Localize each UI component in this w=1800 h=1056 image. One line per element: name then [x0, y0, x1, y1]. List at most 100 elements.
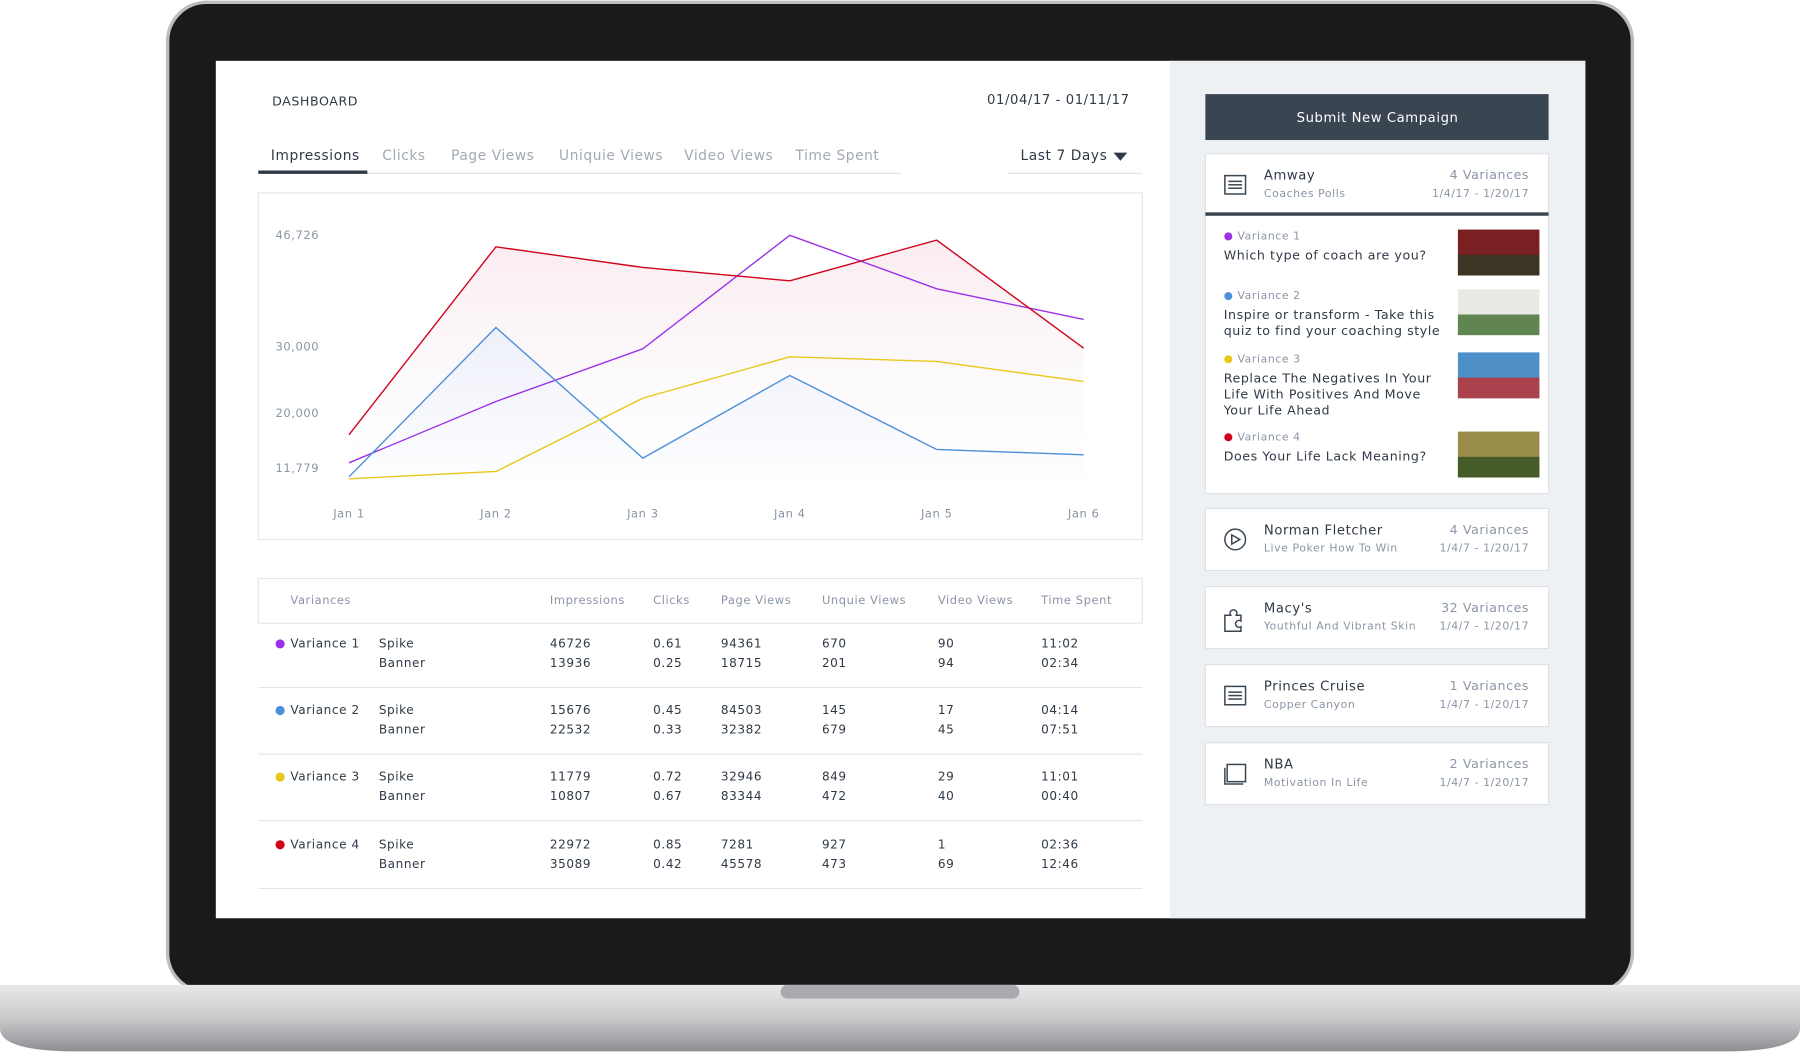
icon-part: [1224, 609, 1242, 633]
table-cell: 17: [938, 703, 954, 717]
table-cell: Banner: [379, 723, 426, 737]
table-cell: 1: [938, 837, 946, 851]
table-cell: 12:46: [1041, 857, 1079, 871]
table-cell: 32946: [721, 770, 762, 784]
table-cell: 11:02: [1041, 636, 1079, 650]
table-cell: 0.72: [653, 770, 682, 784]
campaign-name: Norman Fletcher: [1264, 523, 1383, 538]
table-cell: 35089: [550, 857, 591, 871]
table-cell: 22532: [550, 723, 591, 737]
table-cell: Spike: [379, 837, 414, 851]
dashboard-title: DASHBOARD: [272, 94, 358, 109]
variance-name: Variance 3: [290, 770, 359, 784]
thumbnail-shade: [1457, 314, 1540, 336]
table-cell: 15676: [550, 703, 591, 717]
series-line: [348, 326, 1084, 478]
table-header: Page Views: [721, 593, 791, 607]
table-cell: 18715: [721, 656, 762, 670]
campaign-card[interactable]: [1204, 585, 1550, 650]
table-cell: 69: [938, 857, 954, 871]
table-cell: Banner: [379, 656, 426, 670]
thumbnail-shade: [1457, 377, 1540, 399]
table-cell: 7281: [721, 837, 754, 851]
icon-part: [1226, 763, 1247, 783]
campaign-dates: 1/4/7 - 1/20/17: [1439, 776, 1529, 789]
table-cell: 670: [822, 636, 847, 650]
campaign-card[interactable]: [1204, 507, 1550, 572]
table-cell: 0.42: [653, 857, 682, 871]
table-cell: 94361: [721, 636, 762, 650]
campaign-variances: 1 Variances: [1450, 678, 1529, 693]
card-divider: [1205, 212, 1549, 216]
table-cell: 00:40: [1041, 789, 1079, 803]
campaign-icon: [1224, 174, 1247, 195]
table-header: Impressions: [550, 593, 625, 607]
variance-text: Inspire or transform - Take this: [1224, 307, 1435, 322]
campaign-subtitle: Live Poker How To Win: [1264, 542, 1398, 555]
campaign-name: Macy's: [1264, 601, 1312, 616]
variance-text: Life With Positives And Move: [1224, 386, 1421, 401]
tab[interactable]: Impressions: [271, 148, 360, 164]
campaign-variances: 4 Variances: [1450, 167, 1529, 182]
table-header: Time Spent: [1040, 593, 1112, 607]
dropdown-arrow[interactable]: [1113, 152, 1128, 161]
notch: [780, 984, 1020, 999]
tab[interactable]: Time Spent: [795, 148, 880, 164]
variance-dot: [1224, 292, 1233, 301]
table-cell: 11779: [550, 770, 591, 784]
variance-dot: [275, 639, 285, 649]
table-cell: 07:51: [1041, 723, 1079, 737]
table-cell: 45578: [721, 857, 762, 871]
campaign-dates: 1/4/7 - 1/20/17: [1439, 620, 1529, 633]
table-cell: 02:36: [1041, 837, 1079, 851]
x-tick-label: Jan 6: [1067, 507, 1100, 521]
table-cell: 679: [822, 723, 847, 737]
variance-text: Does Your Life Lack Meaning?: [1224, 448, 1427, 463]
table-header: Unquie Views: [822, 593, 906, 607]
y-tick-label: 11,779: [276, 461, 320, 475]
variance-name: Variance 4: [290, 837, 359, 851]
series-line: [348, 234, 1084, 464]
table-cell: 46726: [550, 636, 591, 650]
y-tick-label: 20,000: [276, 406, 320, 420]
table-cell: 84503: [721, 703, 762, 717]
tab[interactable]: Clicks: [382, 148, 425, 164]
table-cell: 45: [938, 723, 954, 737]
table-header: Clicks: [653, 593, 690, 607]
tab[interactable]: Page Views: [451, 148, 534, 164]
table-cell: 13936: [550, 656, 591, 670]
campaign-card[interactable]: [1204, 664, 1550, 728]
table-cell: 22972: [550, 837, 591, 851]
variance-dot: [275, 772, 285, 782]
series-line: [348, 239, 1085, 436]
campaign-dates: 1/4/7 - 1/20/17: [1439, 698, 1529, 711]
table-header: Video Views: [938, 593, 1013, 607]
tab[interactable]: Video Views: [684, 148, 773, 164]
date-range: 01/04/17 - 01/11/17: [987, 93, 1130, 108]
table-cell: 0.33: [653, 723, 682, 737]
y-tick-label: 30,000: [276, 339, 320, 353]
variance-text: quiz to find your coaching style: [1224, 323, 1441, 338]
variance-dot: [1224, 355, 1233, 364]
table-cell: 29: [938, 770, 954, 784]
variance-dot: [275, 840, 285, 850]
series-area: [348, 327, 1084, 481]
x-tick-label: Jan 3: [626, 507, 659, 521]
variance-dot: [1224, 232, 1233, 241]
campaign-variances: 32 Variances: [1441, 600, 1529, 615]
campaign-icon: [1224, 609, 1242, 633]
submit-button[interactable]: [1205, 94, 1549, 141]
campaign-variances: 2 Variances: [1450, 756, 1529, 771]
table-cell: 90: [938, 636, 954, 650]
table-cell: 40: [938, 789, 954, 803]
table-cell: 0.61: [653, 636, 682, 650]
variance-text: Which type of coach are you?: [1224, 247, 1427, 262]
table-cell: Spike: [379, 703, 414, 717]
period-select[interactable]: Last 7 Days: [1021, 148, 1108, 164]
tab[interactable]: Uniquie Views: [559, 148, 663, 164]
campaign-card[interactable]: [1204, 742, 1550, 806]
variance-dot: [1224, 433, 1233, 442]
variance-name: Variance 2: [290, 703, 359, 717]
